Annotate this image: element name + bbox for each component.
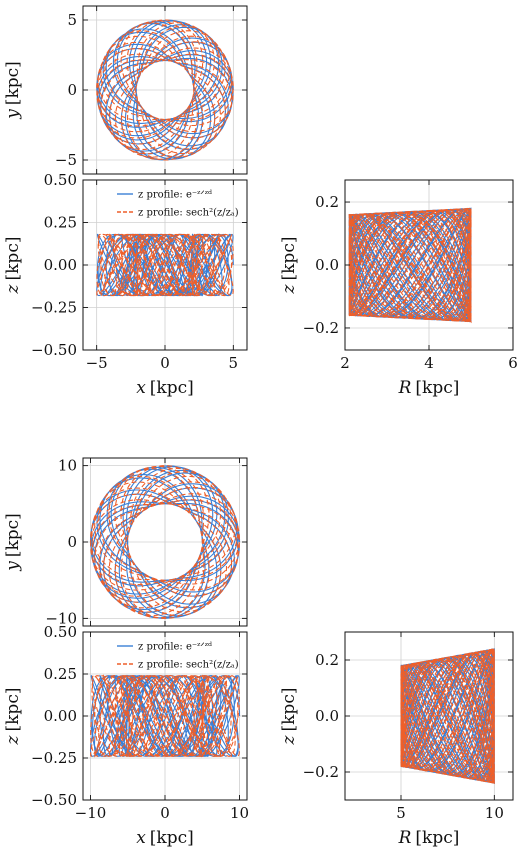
- y-tick-label: −0.50: [31, 341, 77, 359]
- series-line-sech: [90, 674, 240, 758]
- panel-top-xy: 5 0 −5 y[kpc]: [3, 5, 248, 175]
- y-tick-label: 0.50: [44, 171, 77, 189]
- x-tick-label: 5: [229, 354, 239, 372]
- panel-bottom-xy: 10 0 −10 y[kpc]: [3, 457, 248, 627]
- y-tick-label: −0.25: [31, 299, 77, 317]
- y-axis-label: z[kpc]: [3, 688, 23, 746]
- panel-top-rz: 0.2 0.0 −0.22 4 6 z[kpc] R [kpc]: [279, 179, 518, 398]
- x-tick-label: 10: [230, 804, 249, 822]
- legend-label-exp: z profile: e⁻ᶻᐟᶻᵈ: [138, 190, 212, 201]
- y-tick-label: 0.00: [44, 256, 77, 274]
- series-line-sech: [400, 648, 495, 785]
- x-axis-label: R [kpc]: [398, 378, 460, 398]
- y-axis-label: z[kpc]: [3, 237, 23, 295]
- y-tick-label: −0.25: [31, 749, 77, 767]
- x-axis-label: R [kpc]: [398, 828, 460, 848]
- y-axis-label: z[kpc]: [279, 688, 299, 746]
- y-tick-label: 10: [58, 457, 77, 475]
- y-tick-label: 0.2: [315, 193, 339, 211]
- legend-label-sech: z profile: sech²(z/zₐ): [138, 208, 239, 219]
- x-tick-label: 4: [424, 354, 434, 372]
- y-tick-label: 0.00: [44, 707, 77, 725]
- y-axis-label: z[kpc]: [279, 237, 299, 295]
- y-tick-label: 0.25: [44, 214, 77, 232]
- y-tick-label: −0.2: [303, 319, 339, 337]
- y-tick-label: 0: [67, 533, 77, 551]
- x-axis-label: x [kpc]: [136, 828, 194, 848]
- y-tick-label: 0.25: [44, 665, 77, 683]
- panel-bottom-xz: 0.50 0.25 0.00 −0.25 −0.50−10 0 10 z profile: …: [3, 623, 249, 848]
- x-tick-label: 0: [160, 804, 170, 822]
- legend-label-sech: z profile: sech²(z/zₐ): [138, 660, 239, 671]
- series-line-sech: [348, 206, 472, 324]
- series-line-sech: [90, 465, 240, 619]
- panel-bottom-rz: 0.2 0.0 −0.2 5 10 z[kpc] R [kpc]: [279, 631, 514, 848]
- series-line-exp: [89, 465, 241, 619]
- x-tick-label: 10: [485, 804, 504, 822]
- y-tick-label: −0.2: [303, 763, 339, 781]
- x-tick-label: 0: [160, 354, 170, 372]
- y-axis-label: y[kpc]: [3, 61, 23, 120]
- y-tick-label: −5: [55, 151, 77, 169]
- y-axis-label: y[kpc]: [3, 513, 23, 572]
- y-tick-label: 0.0: [315, 256, 339, 274]
- y-tick-label: 0.50: [44, 623, 77, 641]
- legend-label-exp: z profile: e⁻ᶻᐟᶻᵈ: [138, 642, 212, 653]
- y-tick-label: 0.0: [315, 707, 339, 725]
- y-tick-label: 0.2: [315, 651, 339, 669]
- y-tick-label: −0.50: [31, 791, 77, 809]
- x-tick-label: 5: [396, 804, 406, 822]
- x-tick-label: −10: [75, 804, 107, 822]
- x-tick-label: 2: [340, 354, 350, 372]
- x-tick-label: −5: [86, 354, 108, 372]
- y-tick-label: 5: [67, 11, 77, 29]
- panel-top-xz: 0.50 0.25 0.00 −0.25 −0.50 −5 0 5 z profile: e⁻…: [3, 171, 248, 398]
- series-line-sech: [96, 233, 234, 297]
- x-tick-label: 6: [508, 354, 518, 372]
- x-axis-label: x [kpc]: [136, 378, 194, 398]
- series-line-sech: [96, 19, 234, 161]
- y-tick-label: 0: [67, 81, 77, 99]
- series-line-exp: [96, 19, 234, 161]
- y-tick-label: −10: [45, 609, 77, 627]
